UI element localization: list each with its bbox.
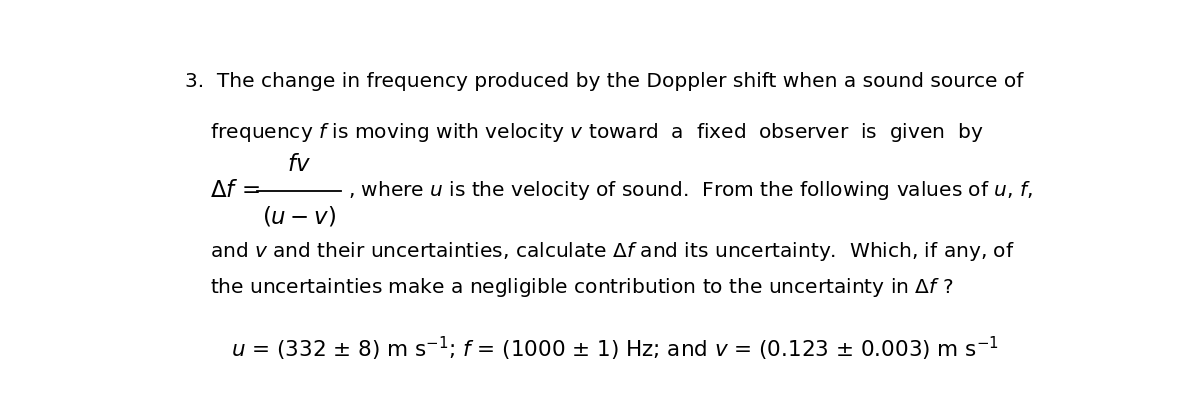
Text: and $v$ and their uncertainties, calculate $\Delta f$ and its uncertainty.  Whic: and $v$ and their uncertainties, calcula… — [210, 240, 1015, 263]
Text: $(u-v)$: $(u-v)$ — [262, 205, 336, 229]
Text: the uncertainties make a negligible contribution to the uncertainty in $\Delta f: the uncertainties make a negligible cont… — [210, 276, 954, 299]
Text: $\Delta f\,=$: $\Delta f\,=$ — [210, 179, 262, 202]
Text: , where $u$ is the velocity of sound.  From the following values of $u$, $f$,: , where $u$ is the velocity of sound. Fr… — [348, 179, 1033, 202]
Text: frequency $f$ is moving with velocity $v$ toward  a  fixed  observer  is  given : frequency $f$ is moving with velocity $v… — [185, 121, 984, 144]
Text: 3.  The change in frequency produced by the Doppler shift when a sound source of: 3. The change in frequency produced by t… — [185, 72, 1024, 91]
Text: $fv$: $fv$ — [287, 153, 311, 176]
Text: $u$ = (332 ± 8) m s$^{-1}$; $f$ = (1000 ± 1) Hz; and $v$ = (0.123 ± 0.003) m s$^: $u$ = (332 ± 8) m s$^{-1}$; $f$ = (1000 … — [232, 335, 998, 363]
